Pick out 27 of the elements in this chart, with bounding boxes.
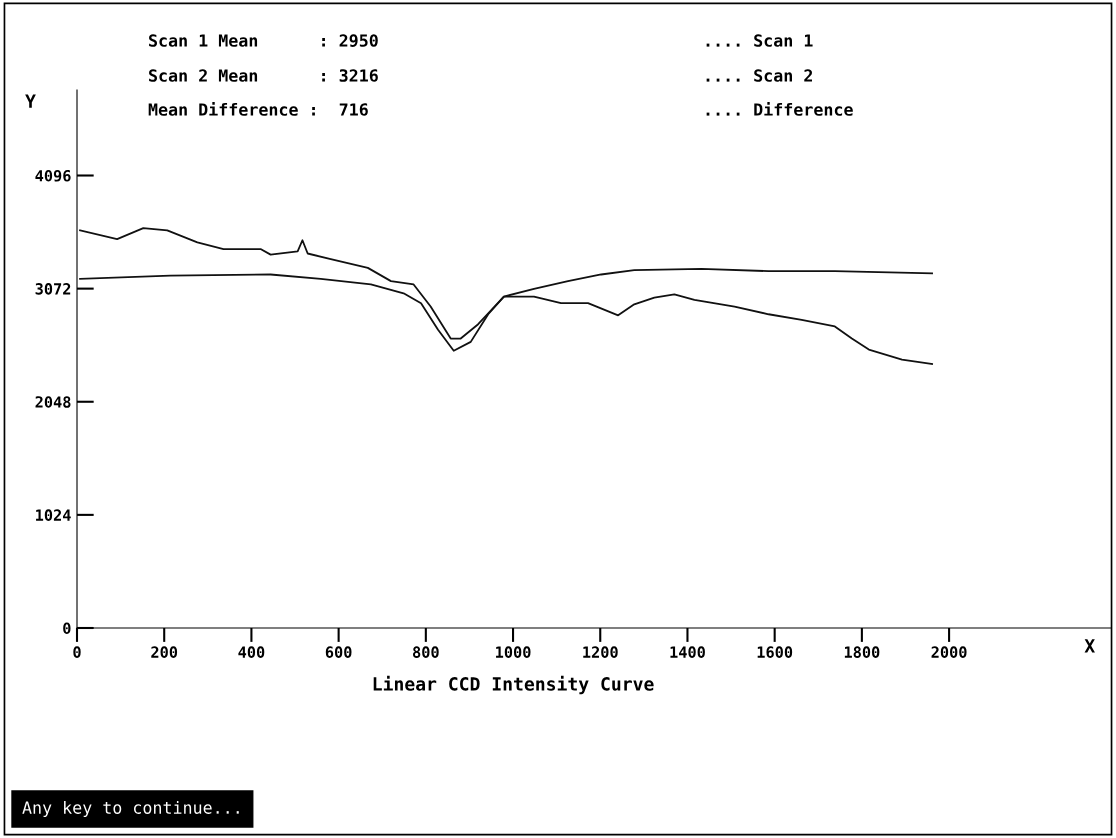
x-tick-label: 800 <box>413 646 439 658</box>
x-tick-label: 1600 <box>757 646 793 658</box>
y-axis-title: Y <box>25 94 36 108</box>
y-tick-label: 1024 <box>36 509 71 521</box>
x-tick-label: 1400 <box>670 646 705 658</box>
text: .... Scan 2 <box>706 69 812 82</box>
text: Scan 2 Mean : 3216 <box>149 69 378 82</box>
line-series <box>79 227 933 365</box>
annotation: Mean Difference : 716 <box>148 102 368 116</box>
y-tick-label: 0 <box>63 622 71 635</box>
text: Linear CCD Intensity Curve <box>373 675 654 695</box>
x-axis-title: X <box>1084 639 1095 653</box>
x-tick-label: 2000 <box>931 646 967 658</box>
x-tick-label: 1200 <box>583 646 618 658</box>
x-tick-label: 1800 <box>844 646 880 658</box>
x-tick-label: 0 <box>73 646 81 658</box>
x-tick-label: 200 <box>151 646 178 658</box>
annotation: .... Difference <box>706 102 853 116</box>
y-tick-label: 3072 <box>35 283 71 295</box>
text: Scan 1 Mean : 2950 <box>149 34 378 47</box>
text: Any key to continue... <box>22 800 239 818</box>
x-tick-label: 400 <box>238 646 265 658</box>
x-tick-label: 600 <box>325 646 352 658</box>
text: .... Scan 1 <box>706 34 813 47</box>
y-tick-label: 2048 <box>35 396 71 408</box>
y-tick-label: 4096 <box>35 169 71 182</box>
x-tick-label: 1000 <box>496 646 531 658</box>
